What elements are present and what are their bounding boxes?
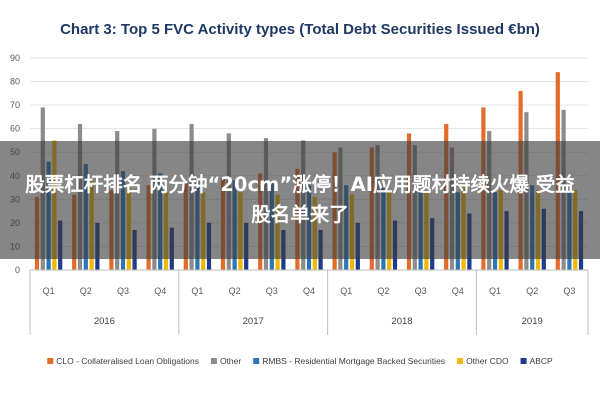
legend-swatch [520, 358, 527, 364]
x-tick-label: Q1 [43, 286, 55, 296]
x-tick-label: Q4 [303, 286, 315, 296]
x-tick-label: Q3 [415, 286, 427, 296]
year-group-labels: 2016 2017 2018 2019 [29, 270, 589, 335]
x-tick-label: Q3 [266, 286, 278, 296]
year-label: 2016 [94, 316, 115, 327]
x-tick-label: Q4 [452, 286, 464, 296]
x-tick-label: Q4 [154, 286, 166, 296]
y-tick-label: 60 [10, 124, 20, 134]
legend-label: ABCP [530, 356, 553, 366]
x-tick-label: Q2 [80, 286, 92, 296]
year-label: 2017 [243, 316, 264, 327]
x-tick-label: Q1 [489, 286, 501, 296]
x-tick-label: Q3 [117, 286, 129, 296]
headline-text: 股票杠杆排名 两分钟“20cm”涨停！AI应用题材持续火爆 受益股名单来了 [25, 173, 575, 226]
headline-overlay: 股票杠杆排名 两分钟“20cm”涨停！AI应用题材持续火爆 受益股名单来了 [0, 141, 600, 259]
x-tick-label: Q2 [377, 286, 389, 296]
legend-swatch [457, 358, 464, 364]
year-label: 2019 [522, 316, 543, 327]
year-label: 2018 [391, 316, 412, 327]
chart-title: Chart 3: Top 5 FVC Activity types (Total… [60, 21, 540, 38]
y-tick-label: 80 [10, 77, 20, 87]
x-axis-ticks: Q1 Q2 Q3 Q4 Q1 Q2 Q3 Q4 Q1 Q2 Q3 Q4 Q1 Q2 Q3 [30, 269, 588, 296]
legend-swatch [253, 358, 260, 364]
legend-label: CLO - Collateralised Loan Obligations [56, 356, 199, 366]
legend-label: Other [220, 356, 241, 366]
y-tick-label: 70 [10, 100, 20, 110]
legend-label: RMBS - Residential Mortgage Backed Secur… [262, 356, 445, 366]
legend-items: CLO - Collateralised Loan Obligations Oth… [47, 356, 553, 366]
y-tick-label: 90 [10, 53, 20, 63]
x-tick-label: Q2 [229, 286, 241, 296]
legend-label: Other CDO [466, 356, 509, 366]
x-tick-label: Q1 [340, 286, 352, 296]
x-tick-label: Q3 [563, 286, 575, 296]
legend-swatch [210, 358, 217, 364]
legend-swatch [47, 358, 54, 364]
y-tick-label: 0 [15, 265, 20, 275]
legend: CLO - Collateralised Loan Obligations Oth… [47, 356, 553, 366]
x-tick-label: Q2 [526, 286, 538, 296]
x-tick-label: Q1 [191, 286, 203, 296]
